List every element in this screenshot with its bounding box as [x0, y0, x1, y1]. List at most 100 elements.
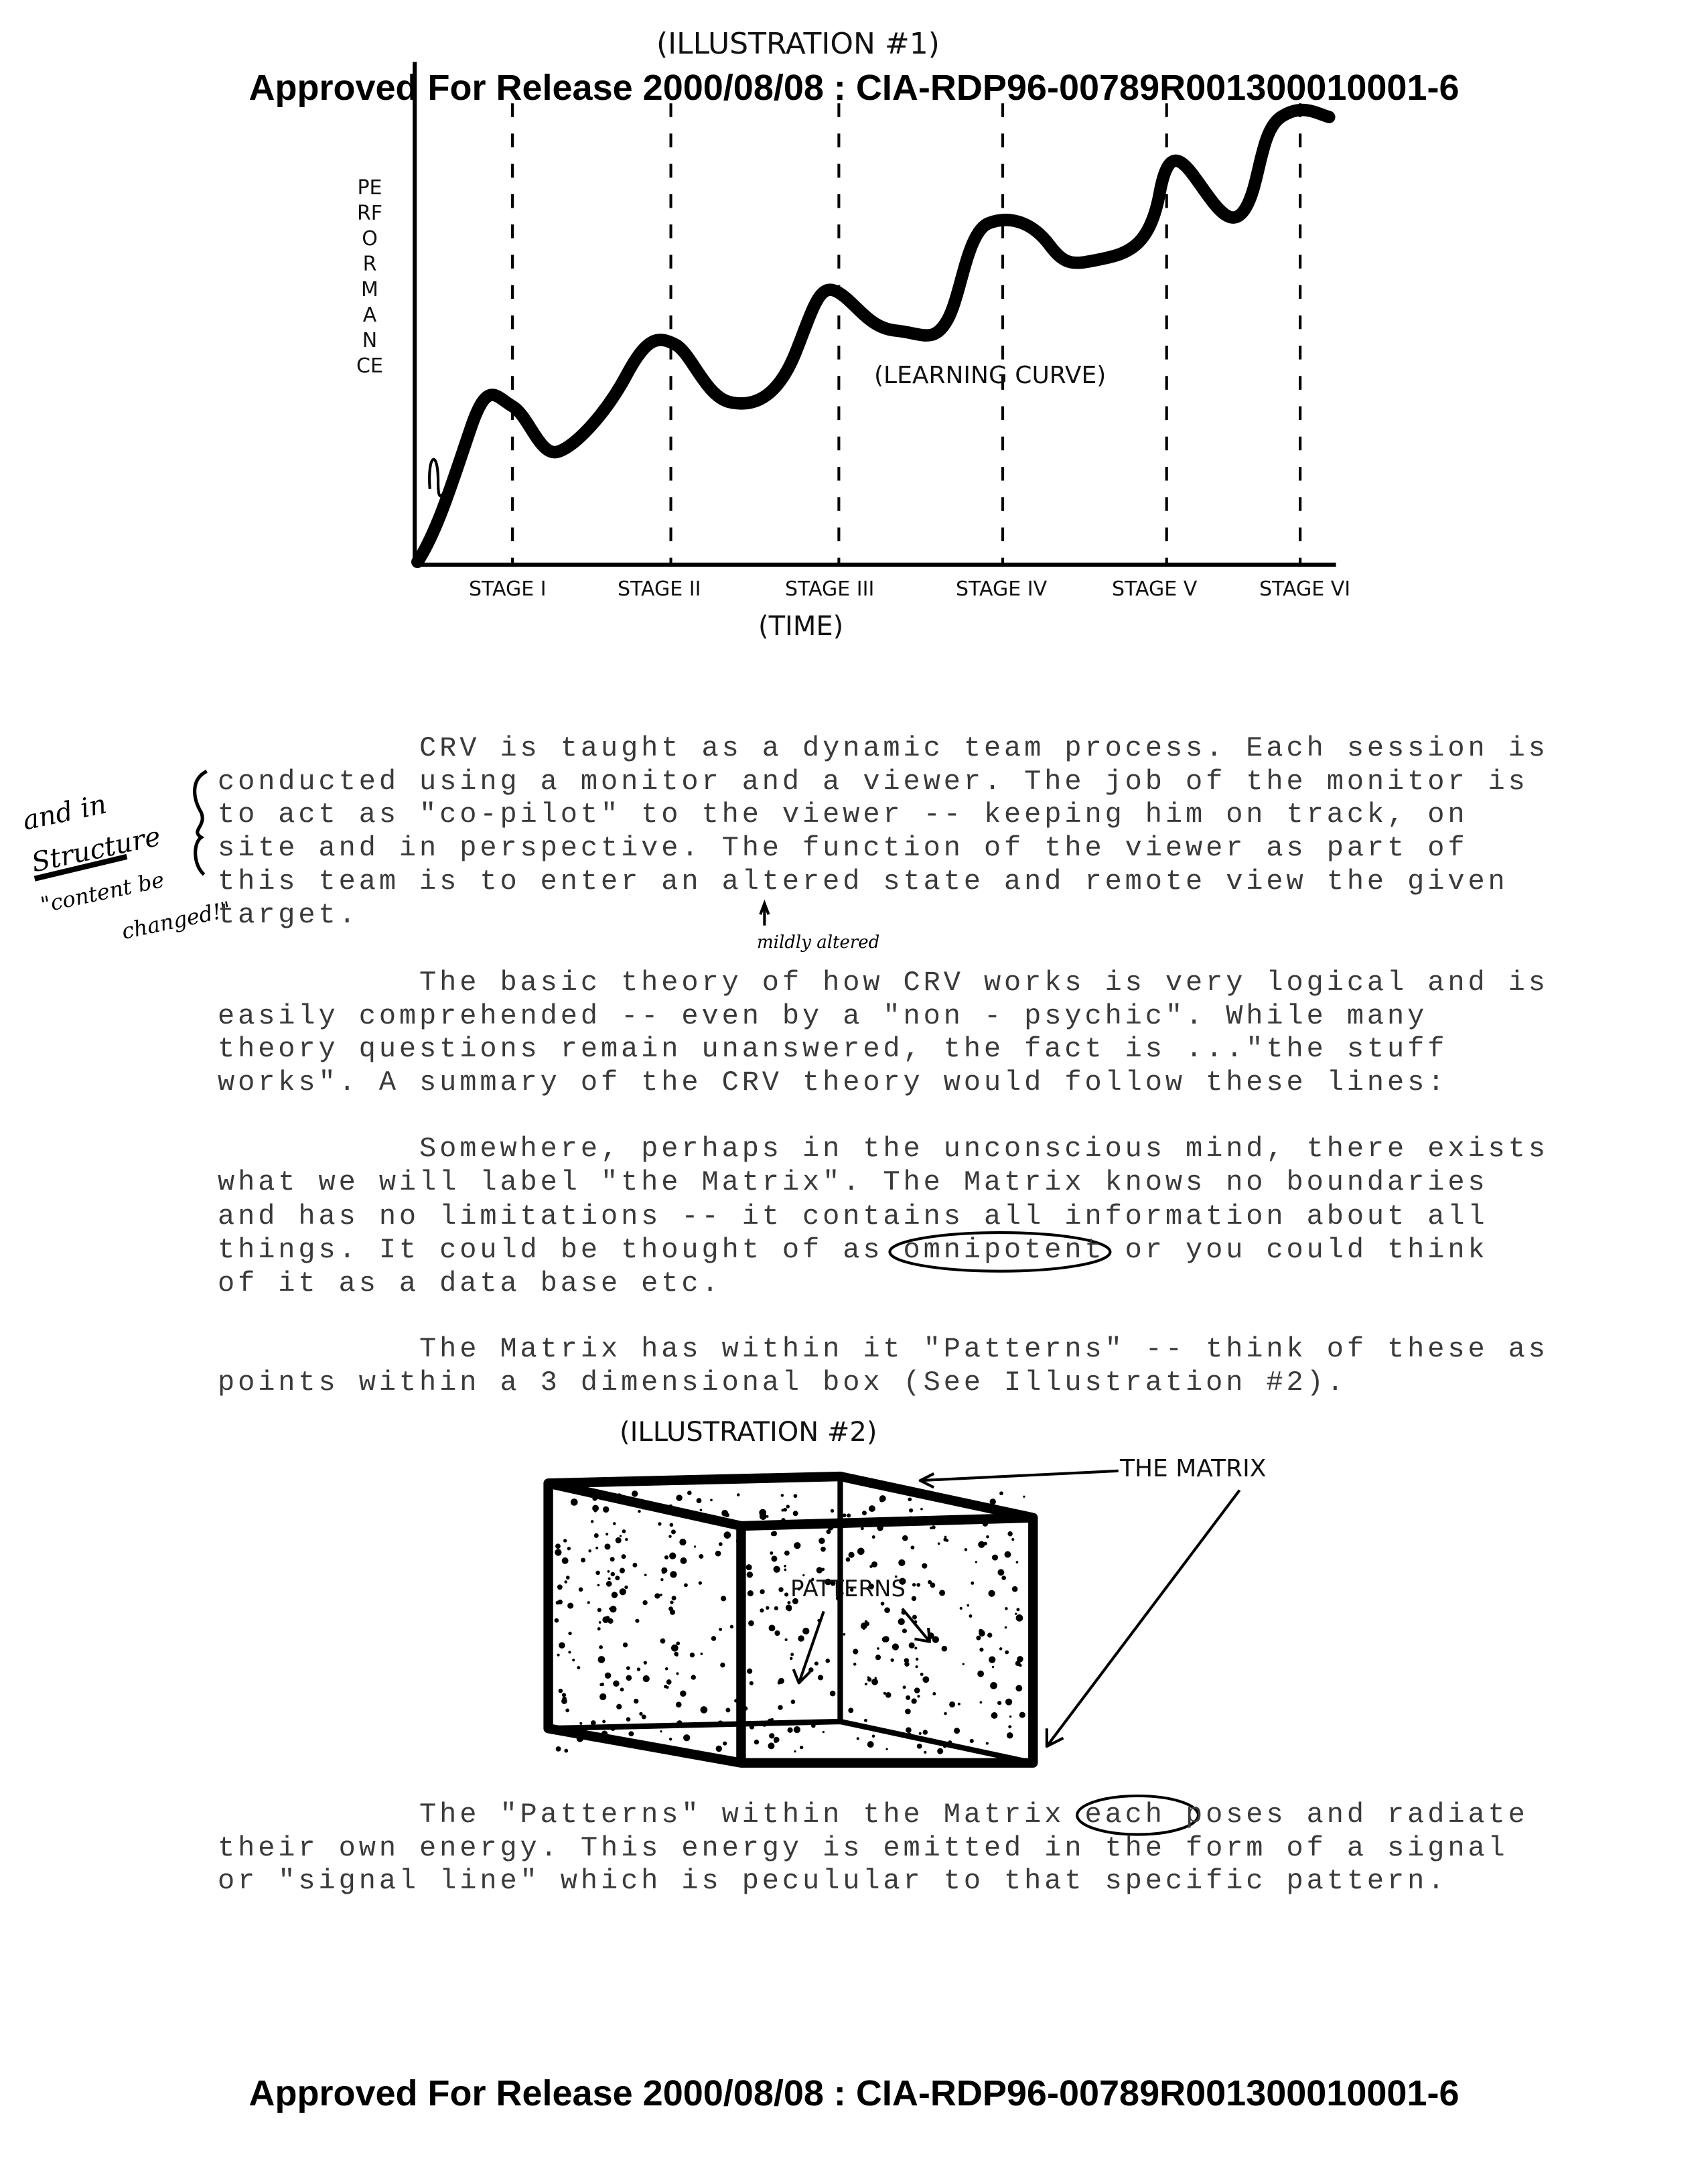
pattern-dot — [871, 1561, 877, 1567]
pattern-dot — [793, 1494, 798, 1498]
pattern-dot — [875, 1655, 881, 1661]
pattern-dot — [689, 1652, 695, 1658]
illustration2-title: (ILLUSTRATION #2) — [620, 1417, 877, 1448]
pattern-dot — [723, 1531, 731, 1539]
brace-mark — [193, 770, 208, 876]
pattern-dot — [914, 1647, 918, 1650]
pattern-dot — [578, 1587, 583, 1592]
pattern-dot — [786, 1505, 790, 1509]
pattern-dot — [853, 1649, 859, 1655]
pattern-dot — [723, 1741, 727, 1746]
pattern-dot — [676, 1641, 681, 1646]
pattern-dot — [817, 1675, 824, 1681]
pattern-dot — [609, 1607, 612, 1610]
pattern-dot — [821, 1546, 826, 1552]
pattern-dot — [668, 1738, 672, 1741]
paragraph-1: CRV is taught as a dynamic team process.… — [218, 732, 1549, 932]
pattern-dot — [774, 1606, 778, 1611]
pattern-dot — [867, 1677, 872, 1682]
pattern-dot — [784, 1638, 788, 1641]
pattern-dot — [642, 1675, 650, 1683]
text-line: Somewhere, perhaps in the unconscious mi… — [218, 1133, 1549, 1165]
pattern-dot — [570, 1498, 578, 1506]
pattern-dot — [790, 1653, 794, 1657]
pattern-dot — [792, 1511, 798, 1517]
pattern-dot — [599, 1645, 603, 1649]
text-line: what we will label "the Matrix". The Mat… — [218, 1166, 1488, 1199]
pattern-dot — [922, 1730, 928, 1735]
circle-omnipotent — [888, 1231, 1112, 1273]
pattern-dot — [962, 1663, 965, 1665]
pattern-dot — [768, 1624, 776, 1632]
pattern-dot — [1023, 1495, 1025, 1498]
pattern-dot — [868, 1583, 875, 1590]
text-line: The basic theory of how CRV works is ver… — [218, 967, 1549, 999]
pattern-dot — [561, 1698, 567, 1704]
pattern-dot — [617, 1725, 621, 1729]
stage-label: STAGE II — [618, 577, 701, 601]
pattern-dot — [555, 1549, 562, 1556]
pattern-dot — [847, 1513, 851, 1518]
pattern-dot — [871, 1734, 875, 1738]
pattern-dot — [774, 1630, 780, 1636]
pattern-dot — [644, 1574, 647, 1577]
pattern-dot — [841, 1592, 844, 1595]
paragraph-2: The basic theory of how CRV works is ver… — [218, 967, 1549, 1100]
pattern-dot — [555, 1746, 561, 1752]
pattern-dot — [927, 1580, 932, 1584]
pattern-dot — [912, 1614, 917, 1620]
pattern-dot — [937, 1542, 940, 1545]
pattern-dot — [592, 1505, 599, 1512]
pattern-dot — [610, 1606, 617, 1613]
pattern-dot — [588, 1549, 591, 1553]
pattern-dot — [808, 1667, 814, 1673]
pattern-dot — [911, 1698, 917, 1704]
pattern-dot — [781, 1518, 786, 1523]
pattern-dot — [670, 1644, 679, 1652]
pattern-dot — [778, 1587, 784, 1592]
pattern-dot — [992, 1554, 999, 1561]
pattern-dot — [1004, 1551, 1011, 1558]
pattern-dot — [822, 1730, 825, 1734]
pattern-dot — [907, 1732, 912, 1738]
pattern-dot — [699, 1509, 703, 1512]
pattern-dot — [604, 1672, 612, 1679]
text-line: to act as "co-pilot" to the viewer -- ke… — [218, 798, 1468, 831]
pattern-dot — [620, 1687, 624, 1692]
pattern-dot — [924, 1750, 927, 1754]
pattern-dot — [718, 1542, 723, 1547]
pattern-dot — [829, 1690, 836, 1697]
pattern-dot — [606, 1533, 609, 1536]
pattern-dot — [794, 1542, 801, 1549]
pattern-dot — [568, 1631, 572, 1636]
text-line: site and in perspective. The function of… — [218, 832, 1468, 865]
pattern-dot — [953, 1499, 956, 1503]
pattern-dot — [802, 1627, 810, 1635]
pattern-dot — [826, 1529, 831, 1535]
pattern-dot — [877, 1647, 879, 1650]
pattern-dot — [565, 1708, 570, 1713]
pattern-dot — [971, 1581, 975, 1585]
pattern-dot — [770, 1718, 774, 1721]
pattern-dot — [561, 1693, 567, 1697]
pattern-dot — [949, 1701, 956, 1708]
matrix-cube — [543, 1469, 1241, 1768]
pattern-dot — [660, 1578, 664, 1582]
pattern-dot — [931, 1525, 936, 1529]
pattern-dot — [608, 1577, 611, 1580]
pattern-dot — [825, 1659, 831, 1663]
pattern-dot — [814, 1661, 819, 1666]
pattern-dot — [830, 1509, 835, 1513]
pattern-dot — [861, 1511, 867, 1516]
pattern-dot — [1019, 1712, 1025, 1718]
pattern-dot — [642, 1600, 648, 1606]
text-line: works". A summary of the CRV theory woul… — [218, 1066, 1448, 1099]
pattern-dot — [606, 1581, 612, 1587]
pattern-dot — [959, 1606, 963, 1610]
pattern-dot — [715, 1550, 721, 1557]
pattern-dot — [616, 1493, 622, 1499]
pattern-dot — [997, 1701, 1002, 1705]
pattern-dot — [668, 1504, 673, 1509]
pattern-dot — [577, 1666, 581, 1670]
stage-label: STAGE V — [1112, 577, 1198, 601]
